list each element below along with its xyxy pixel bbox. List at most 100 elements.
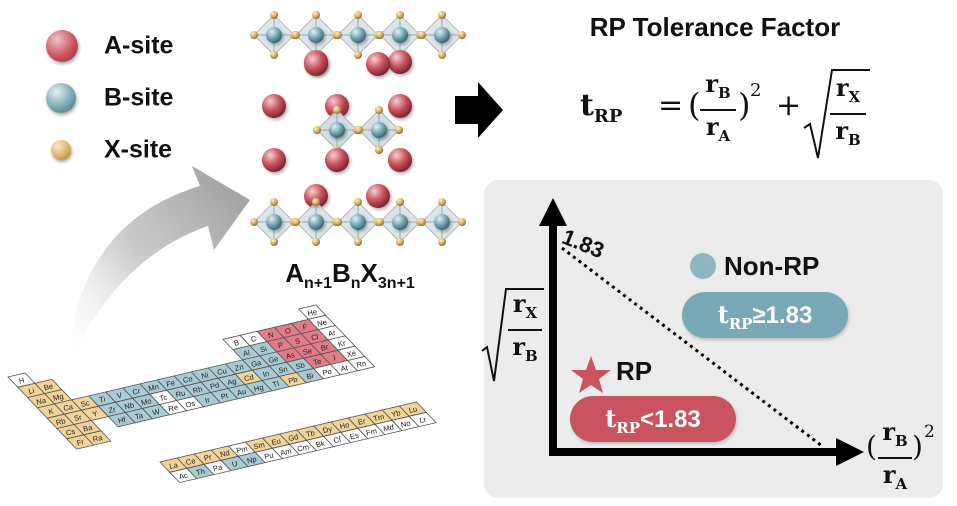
element-symbol: Er — [357, 416, 367, 427]
x-axis-power: 2 — [924, 422, 935, 442]
element-cell — [408, 411, 437, 428]
boundary-line — [561, 246, 823, 448]
element-symbol: Eu — [271, 436, 282, 447]
formula-b: B — [331, 258, 351, 288]
legend-b-site: B-site — [40, 78, 240, 118]
element-symbol: Cs — [65, 427, 76, 438]
legend-label: B-site — [104, 83, 174, 112]
element-symbol: S — [294, 336, 301, 346]
element-symbol: Tm — [372, 412, 385, 423]
element-symbol: B — [233, 338, 240, 348]
element-symbol: Zr — [108, 405, 117, 415]
element-symbol: Sr — [73, 412, 83, 423]
element-cell — [83, 430, 112, 446]
element-symbol: Md — [382, 422, 394, 433]
element-symbol: Ta — [134, 411, 145, 422]
b-site-ball-icon — [46, 83, 76, 113]
formula-a: A — [285, 258, 304, 288]
element-symbol: N — [267, 330, 274, 340]
page-title: RP Tolerance Factor — [589, 12, 841, 42]
element-symbol: Cd — [243, 372, 254, 383]
non-rp-circle-icon — [690, 253, 716, 279]
element-symbol: Xe — [346, 348, 357, 359]
element-symbol: K — [48, 407, 55, 417]
rp-condition-badge: tRP<1.83 — [570, 396, 736, 442]
element-symbol: Na — [35, 396, 47, 407]
element-symbol: Fr — [76, 437, 85, 447]
rp-label: RP — [616, 356, 653, 386]
element-symbol: Ag — [226, 376, 237, 387]
structure-formula: An+1BnX3n+1 — [240, 258, 460, 293]
rp-star-icon — [571, 356, 611, 393]
element-symbol: Rn — [356, 359, 367, 370]
element-symbol: Te — [312, 357, 322, 368]
element-symbol: He — [307, 307, 318, 318]
curved-arrow-icon — [68, 166, 250, 368]
periodic-table: H He Li Be B C N O F Ne Na Mg Al Si P S Cl Ar K Ca Sc Ti V Cr Mn… — [7, 304, 437, 484]
element-symbol: Cu — [216, 366, 227, 377]
element-symbol: Tc — [159, 393, 169, 404]
element-symbol: Tl — [272, 379, 280, 389]
element-symbol: Ar — [327, 328, 337, 339]
element-symbol: Dy — [322, 424, 333, 435]
element-symbol: Rb — [55, 416, 66, 427]
element-symbol: Np — [246, 454, 257, 465]
legend-label: X-site — [104, 135, 173, 164]
rp-crystal-structure — [250, 11, 466, 246]
element-symbol: Pt — [220, 391, 230, 402]
element-symbol: Li — [28, 386, 36, 396]
non-rp-label: Non-RP — [724, 251, 820, 281]
element-symbol: Cf — [333, 435, 343, 446]
element-symbol: Mn — [147, 382, 159, 393]
element-symbol: W — [152, 407, 162, 418]
element-symbol: Re — [167, 403, 178, 414]
element-symbol: Ne — [316, 317, 327, 328]
classification-panel — [484, 180, 943, 498]
element-symbol: C — [250, 334, 258, 344]
element-symbol: No — [400, 418, 411, 429]
element-symbol: Ca — [62, 402, 74, 413]
element-symbol: Hg — [253, 383, 264, 394]
element-symbol: P — [277, 340, 284, 350]
tolerance-equation: tRP = ( rB rA ) 2 + rX rB — [580, 60, 880, 180]
element-symbol: Al — [242, 348, 251, 358]
equation-paren-close: ) — [738, 86, 751, 124]
element-symbol: Ir — [204, 395, 211, 405]
x-site-ball-icon — [51, 140, 71, 160]
element-symbol: Br — [320, 342, 330, 353]
element-symbol: Cr — [132, 386, 142, 397]
legend-x-site: X-site — [40, 130, 240, 170]
element-symbol: Ra — [92, 433, 104, 444]
element-symbol: In — [262, 369, 270, 379]
equation-fraction-rx-rb: rX rB — [830, 74, 866, 154]
element-symbol: Ce — [185, 456, 196, 467]
element-symbol: Lr — [418, 415, 427, 425]
element-symbol: V — [116, 391, 123, 401]
element-symbol: Yb — [390, 408, 401, 419]
element-symbol: Ge — [267, 354, 279, 365]
x-axis-arrow-icon — [836, 438, 864, 466]
y-axis-sqrt-icon — [481, 288, 544, 382]
element-symbol: At — [340, 363, 350, 374]
element-symbol: Mo — [140, 396, 152, 407]
element-symbol: Nd — [219, 448, 230, 459]
formula-a-sub: n+1 — [303, 275, 332, 293]
element-symbol: Hf — [117, 415, 127, 426]
element-symbol: Tb — [305, 428, 316, 439]
legend-label: A-site — [104, 31, 174, 60]
element-symbol: Ba — [82, 423, 94, 434]
element-symbol: Be — [43, 382, 54, 393]
element-symbol: Bi — [306, 371, 315, 381]
a-site-ball-icon — [46, 30, 78, 62]
right-arrow-icon — [455, 82, 503, 138]
element-symbol: Ho — [339, 420, 350, 431]
element-symbol: F — [302, 322, 309, 332]
element-symbol: As — [285, 350, 296, 361]
equation-fraction-rb-ra: rB rA — [700, 70, 736, 150]
element-symbol: Am — [279, 446, 292, 457]
equation-lhs: tRP — [580, 88, 623, 127]
element-symbol: Sn — [278, 364, 289, 375]
equation-paren-open: ( — [688, 86, 701, 124]
element-symbol: Pb — [287, 375, 298, 386]
